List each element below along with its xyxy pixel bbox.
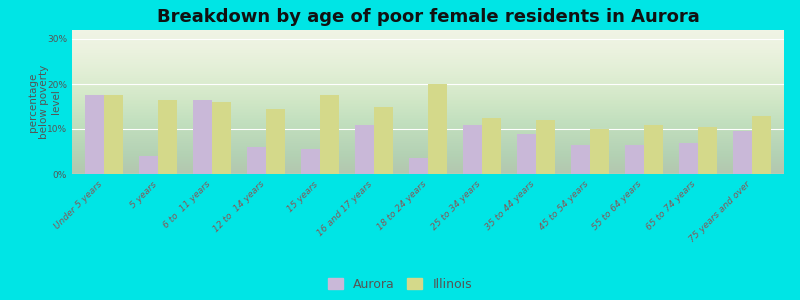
Bar [463, 124, 482, 174]
Text: Under 5 years: Under 5 years [53, 180, 104, 231]
Bar [86, 95, 104, 174]
Text: 35 to 44 years: 35 to 44 years [483, 180, 536, 232]
Text: 16 and 17 years: 16 and 17 years [316, 180, 374, 238]
Bar [625, 145, 644, 174]
Title: Breakdown by age of poor female residents in Aurora: Breakdown by age of poor female resident… [157, 8, 699, 26]
Text: 25 to 34 years: 25 to 34 years [430, 180, 482, 232]
Bar [302, 149, 320, 174]
Bar [320, 95, 339, 174]
Text: 75 years and over: 75 years and over [687, 180, 752, 244]
Text: 55 to 64 years: 55 to 64 years [591, 180, 644, 232]
Bar [355, 124, 374, 174]
Y-axis label: percentage
below poverty
level: percentage below poverty level [28, 65, 61, 139]
Text: 18 to 24 years: 18 to 24 years [375, 180, 428, 232]
Text: 65 to 74 years: 65 to 74 years [645, 180, 698, 232]
Bar [698, 127, 717, 174]
Bar [536, 120, 554, 174]
Text: 45 to 54 years: 45 to 54 years [537, 180, 590, 232]
Bar [644, 124, 662, 174]
Bar [571, 145, 590, 174]
Bar [212, 102, 231, 174]
Bar [104, 95, 123, 174]
Legend: Aurora, Illinois: Aurora, Illinois [328, 278, 472, 291]
Bar [482, 118, 501, 174]
Bar [194, 100, 212, 174]
Bar [374, 106, 393, 174]
Text: 15 years: 15 years [286, 180, 320, 214]
Bar [409, 158, 428, 174]
Bar [247, 147, 266, 174]
Bar [733, 131, 752, 174]
Bar [517, 134, 536, 174]
Bar [590, 129, 609, 174]
Bar [679, 142, 698, 174]
Bar [266, 109, 285, 174]
Bar [139, 156, 158, 174]
Bar [428, 84, 447, 174]
Bar [158, 100, 177, 174]
Text: 6 to  11 years: 6 to 11 years [162, 180, 212, 230]
Bar [752, 116, 770, 174]
Text: 12 to  14 years: 12 to 14 years [211, 180, 266, 234]
Text: 5 years: 5 years [128, 180, 158, 210]
